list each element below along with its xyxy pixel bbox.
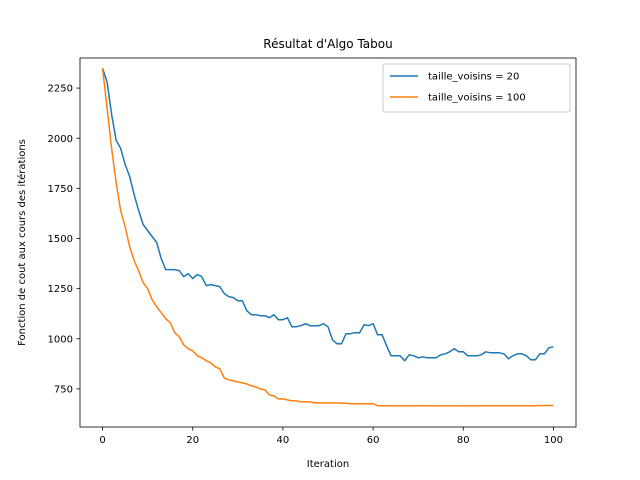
y-tick-label: 1750 bbox=[48, 184, 73, 195]
x-tick-label: 100 bbox=[544, 435, 563, 446]
y-tick-label: 750 bbox=[54, 384, 73, 395]
x-tick-label: 0 bbox=[99, 435, 105, 446]
plot-frame bbox=[79, 57, 577, 428]
y-tick-label: 1250 bbox=[48, 284, 73, 295]
legend-label-1: taille_voisins = 20 bbox=[428, 72, 519, 83]
chart-title: Résultat d'Algo Tabou bbox=[263, 37, 392, 51]
tick-group: 0 20 40 60 80 100 750 1000 1250 1500 1750 2000 2250 bbox=[48, 84, 563, 446]
y-tick-label: 2250 bbox=[48, 84, 73, 95]
y-tick-label: 1500 bbox=[48, 234, 73, 245]
legend: taille_voisins = 20 taille_voisins = 100 bbox=[382, 63, 571, 113]
y-axis-label: Fonction de cout aux cours des itération… bbox=[16, 139, 28, 346]
y-tick-label: 1000 bbox=[48, 334, 73, 345]
series-group bbox=[101, 67, 554, 407]
series-line-1 bbox=[101, 67, 554, 362]
legend-label-2: taille_voisins = 100 bbox=[428, 93, 526, 104]
series-line-2 bbox=[101, 67, 554, 407]
x-tick-label: 20 bbox=[186, 435, 199, 446]
x-tick-label: 40 bbox=[277, 435, 290, 446]
x-tick-label: 60 bbox=[367, 435, 380, 446]
x-tick-label: 80 bbox=[457, 435, 470, 446]
legend-frame bbox=[382, 63, 571, 113]
y-tick-label: 2000 bbox=[48, 134, 73, 145]
x-axis-label: Iteration bbox=[307, 459, 349, 470]
